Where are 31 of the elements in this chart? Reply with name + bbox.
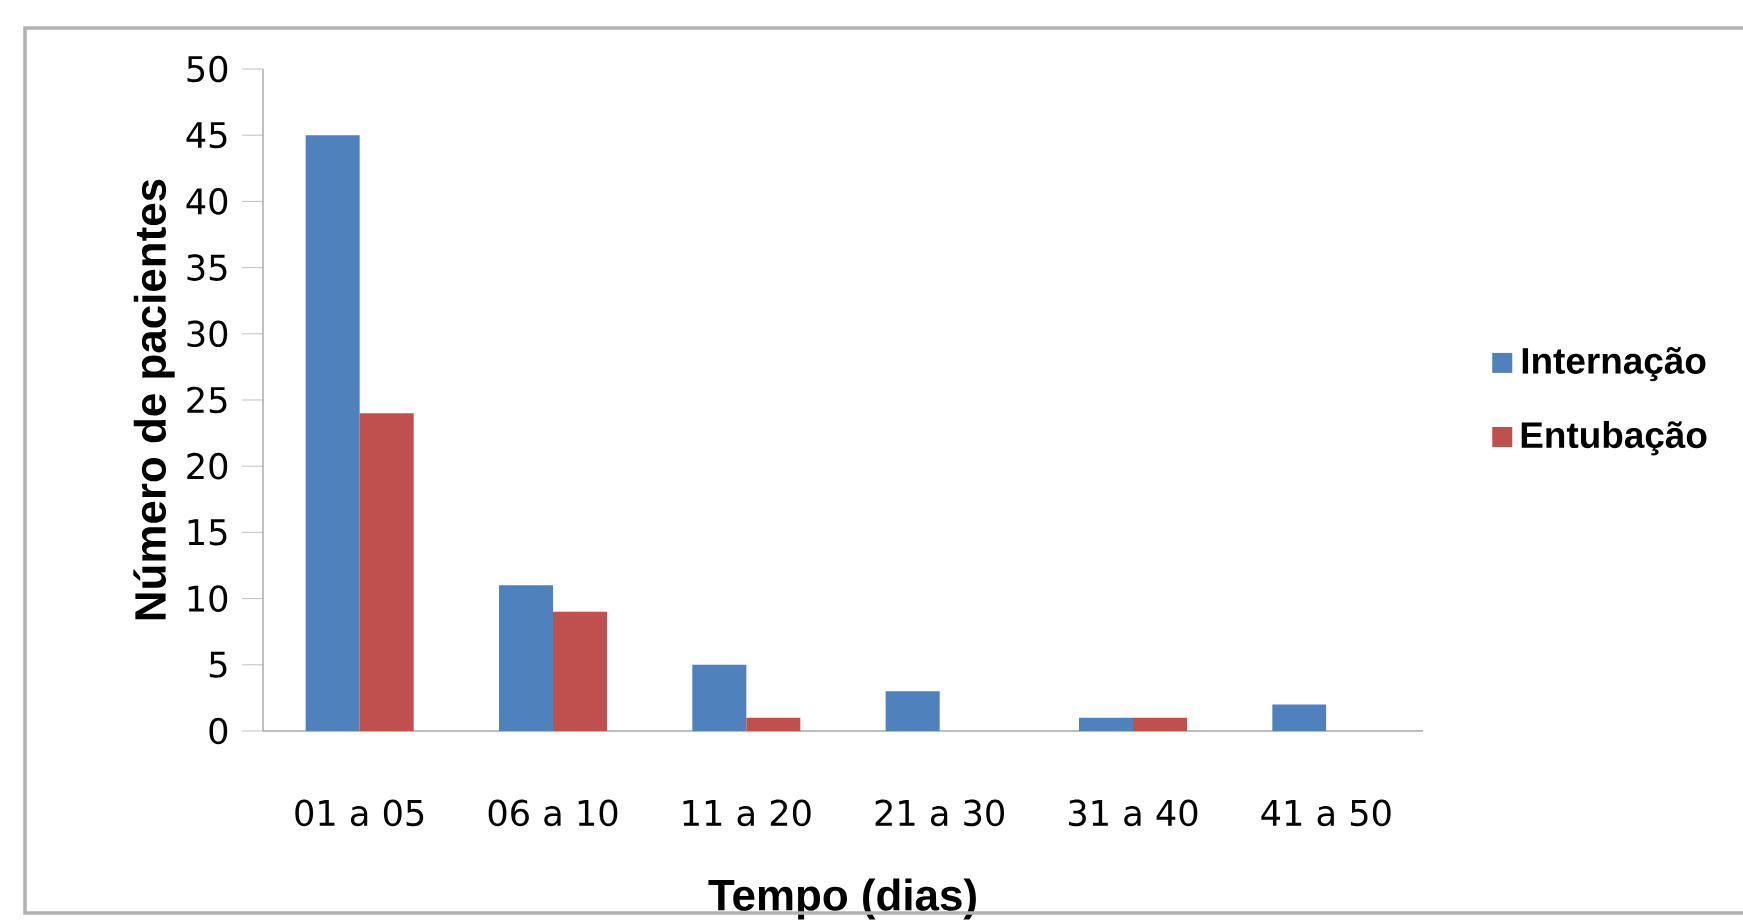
bar xyxy=(885,691,940,731)
y-tick-label: 25 xyxy=(187,386,227,414)
bar xyxy=(1133,717,1187,731)
bar xyxy=(746,717,801,731)
y-tick-label: 50 xyxy=(187,55,228,83)
bar xyxy=(499,585,554,731)
y-tick-label: 15 xyxy=(188,519,227,546)
x-tick-label: 01 a 05 xyxy=(295,799,424,827)
y-tick-label: 5 xyxy=(209,651,227,678)
bar xyxy=(359,413,414,731)
y-axis-title: Número de pacientes xyxy=(133,179,175,620)
y-tick-label: 35 xyxy=(187,254,227,281)
bar xyxy=(1079,717,1133,731)
y-tick-label: 40 xyxy=(186,188,228,215)
bar xyxy=(553,611,607,731)
x-tick-label: 11 a 20 xyxy=(683,799,811,827)
bar xyxy=(692,664,747,731)
bar xyxy=(1272,704,1327,731)
y-tick-label: 30 xyxy=(187,320,228,348)
y-tick-label: 10 xyxy=(188,585,228,612)
x-tick-label: 06 a 10 xyxy=(488,799,618,827)
x-tick-label: 31 a 40 xyxy=(1069,799,1198,827)
y-tick-label: 0 xyxy=(209,717,228,745)
legend-label: Entubação xyxy=(1521,421,1707,456)
x-axis-title: Tempo (dias) xyxy=(708,878,976,920)
bar xyxy=(305,135,360,731)
x-tick-label: 41 a 50 xyxy=(1261,799,1391,827)
y-tick-label: 45 xyxy=(186,122,227,149)
legend-label: Internação xyxy=(1522,347,1706,382)
x-tick-label: 21 a 30 xyxy=(875,799,1004,827)
y-tick-label: 20 xyxy=(187,452,228,480)
